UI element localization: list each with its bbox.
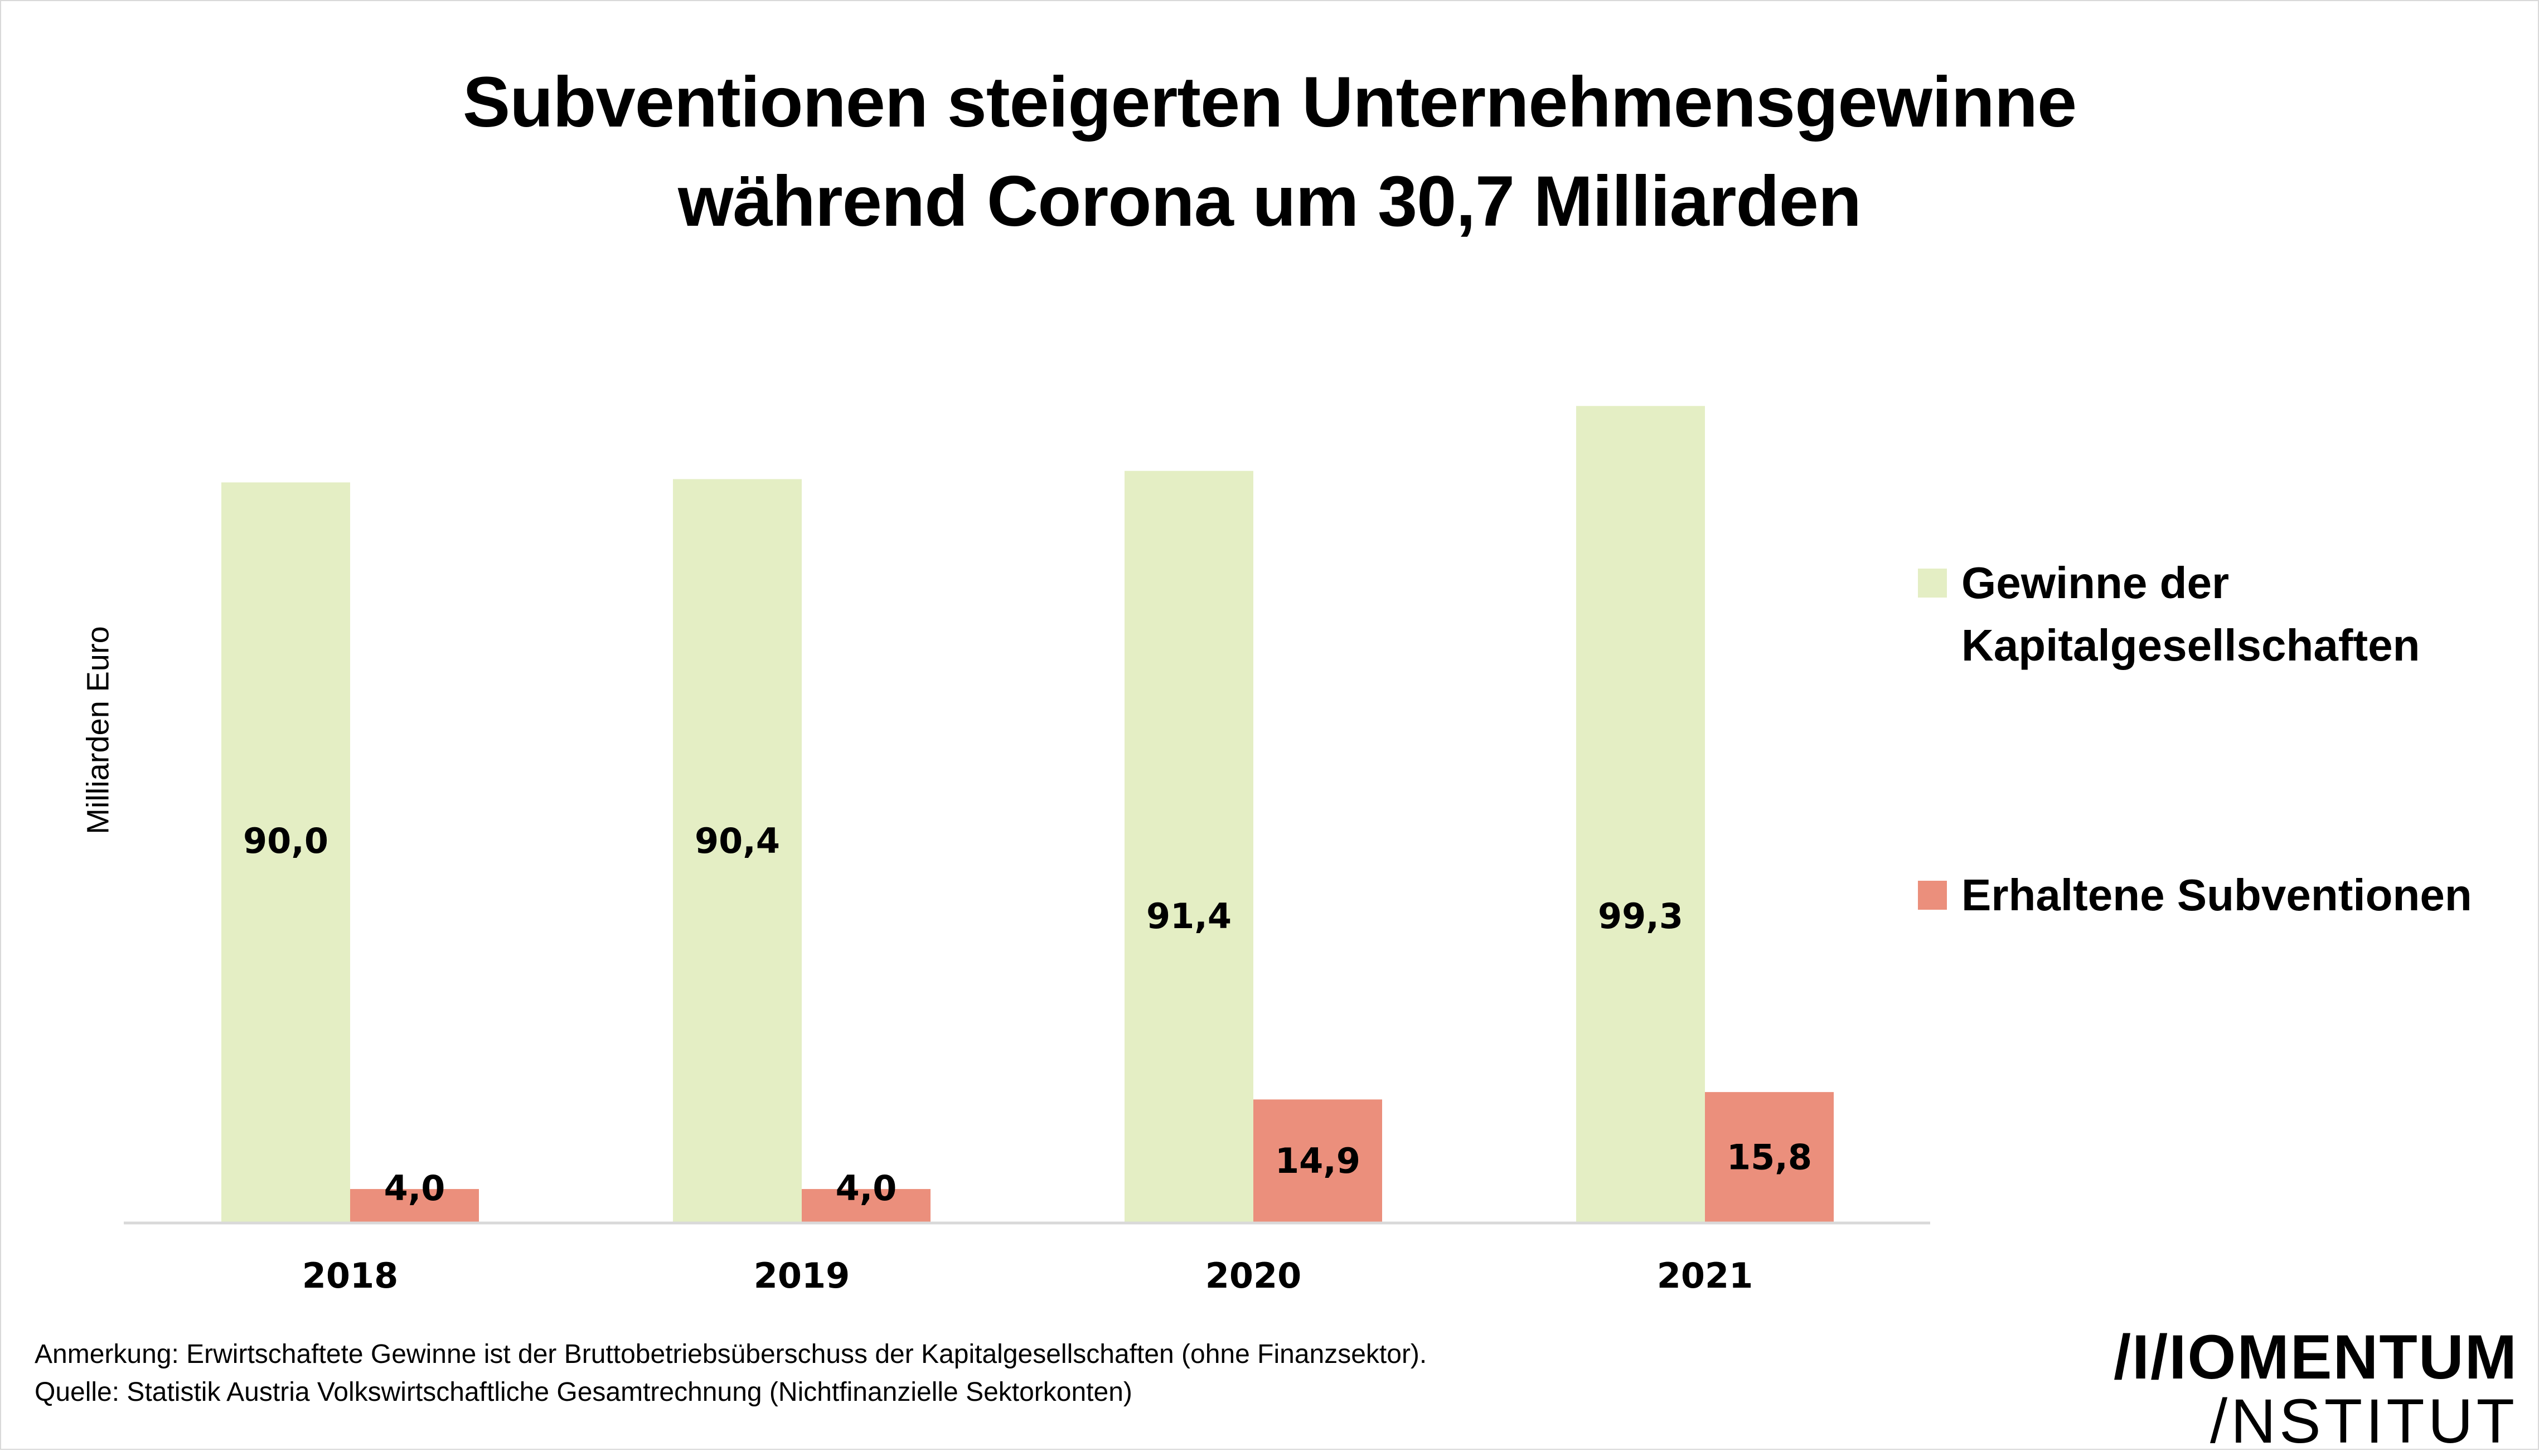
bar-gewinne-2020	[1125, 470, 1253, 1222]
legend-label-subventionen-line-1: Erhaltene Subventionen	[1961, 870, 2472, 920]
chart-title: Subventionen steigerten Unternehmensgewi…	[0, 53, 2539, 251]
data-label-gewinne-2021: 99,3	[1598, 896, 1683, 936]
legend-label-subventionen: Erhaltene Subventionen	[1961, 864, 2472, 926]
bar-gewinne-2021	[1576, 406, 1705, 1222]
data-label-subventionen-2018: 4,0	[384, 1168, 445, 1209]
data-label-subventionen-2021: 15,8	[1727, 1137, 1812, 1178]
legend-item-gewinne: Gewinne der Kapitalgesellschaften	[1918, 552, 2420, 677]
legend-label-gewinne: Gewinne der Kapitalgesellschaften	[1961, 552, 2420, 677]
bar-subventionen-2021	[1705, 1092, 1834, 1222]
logo-line-2: /NSTITUT	[2210, 1386, 2518, 1456]
momentum-institut-logo: /I/IOMENTUM /NSTITUT	[2113, 1322, 2518, 1456]
data-label-gewinne-2018: 90,0	[243, 821, 328, 861]
bar-gewinne-2018	[221, 482, 350, 1222]
x-tick-label-2019: 2019	[754, 1255, 850, 1296]
logo-line-1: /I/IOMENTUM	[2113, 1322, 2518, 1392]
x-tick-label-2021: 2021	[1657, 1255, 1753, 1296]
bar-subventionen-2020	[1253, 1099, 1382, 1222]
bar-gewinne-2019	[673, 479, 802, 1222]
bar-subventionen-2019	[802, 1189, 931, 1222]
x-tick-label-2018: 2018	[302, 1255, 399, 1296]
legend-label-gewinne-line-2: Kapitalgesellschaften	[1961, 620, 2420, 670]
bar-subventionen-2018	[350, 1189, 479, 1222]
legend-swatch-subventionen	[1918, 881, 1947, 910]
chart-title-line-2: während Corona um 30,7 Milliarden	[677, 162, 1862, 241]
x-tick-label-2020: 2020	[1205, 1255, 1302, 1296]
footnote-note: Anmerkung: Erwirtschaftete Gewinne ist d…	[35, 1339, 1427, 1369]
data-label-gewinne-2019: 90,4	[695, 821, 780, 861]
data-label-gewinne-2020: 91,4	[1146, 896, 1232, 936]
legend-label-gewinne-line-1: Gewinne der	[1961, 558, 2230, 608]
chart-title-line-1: Subventionen steigerten Unternehmensgewi…	[462, 62, 2077, 142]
legend-item-subventionen: Erhaltene Subventionen	[1918, 864, 2472, 926]
data-label-subventionen-2019: 4,0	[836, 1168, 897, 1209]
footnote-source: Quelle: Statistik Austria Volkswirtschaf…	[35, 1377, 1132, 1407]
legend-swatch-gewinne	[1918, 569, 1947, 598]
data-label-subventionen-2020: 14,9	[1275, 1140, 1360, 1181]
